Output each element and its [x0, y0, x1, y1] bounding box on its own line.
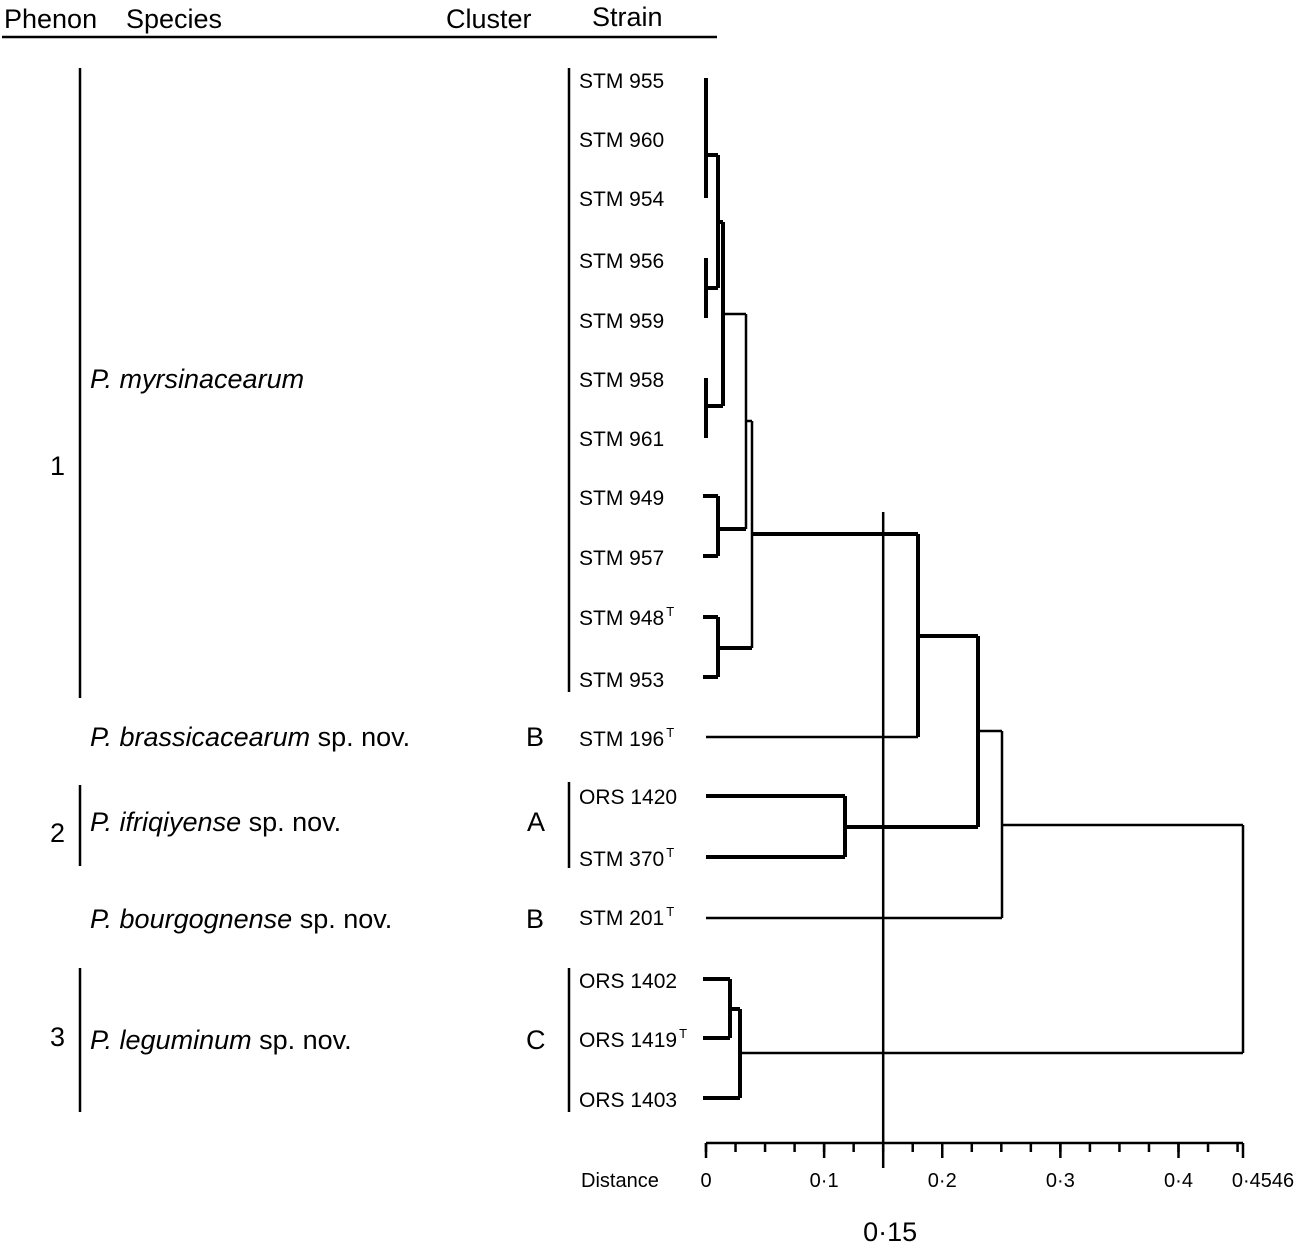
cluster-label: B — [526, 904, 544, 934]
strain-name: ORS 1402 — [579, 970, 677, 993]
strain-label: STM 958 — [579, 369, 664, 392]
strain-label: STM 956 — [579, 250, 664, 273]
strain-name: STM 196 — [579, 728, 664, 751]
strain-label: STM 961 — [579, 428, 664, 451]
species-bourgognense: P. bourgognense sp. nov. — [90, 904, 392, 934]
axis-label: Distance — [581, 1170, 659, 1192]
axis-tick-label: 0·1 — [810, 1170, 839, 1192]
strain-name: ORS 1403 — [579, 1089, 677, 1112]
header-phenon: Phenon — [4, 4, 97, 34]
header-species: Species — [126, 4, 222, 34]
species-suffix: sp. nov. — [241, 807, 341, 837]
axis-tick-label: 0·4 — [1164, 1170, 1193, 1192]
strain-name: STM 201 — [579, 907, 664, 930]
axis-tick-label: 0 — [700, 1170, 711, 1192]
strain-label: STM 960 — [579, 129, 664, 152]
strain-name: ORS 1420 — [579, 786, 677, 809]
type-strain-marker: T — [666, 725, 674, 740]
strain-label: STM 954 — [579, 188, 665, 211]
phenon-3-label: 3 — [50, 1022, 65, 1052]
header-strain: Strain — [592, 2, 663, 32]
strain-name: STM 953 — [579, 669, 664, 692]
header-cluster: Cluster — [446, 4, 532, 34]
species-name: P. bourgognense — [90, 904, 292, 934]
phenon-1-label: 1 — [50, 451, 65, 481]
strain-label: STM 957 — [579, 547, 664, 570]
cutoff-label: 0·15 — [863, 1217, 917, 1246]
dendrogram-tree — [703, 78, 1245, 1100]
type-strain-marker: T — [666, 904, 674, 919]
strain-label: ORS 1402 — [579, 970, 677, 993]
strain-name: STM 949 — [579, 487, 664, 510]
strain-label: STM 201 T — [579, 904, 674, 930]
phenon-2-label: 2 — [50, 818, 65, 848]
species-suffix: sp. nov. — [292, 904, 392, 934]
strain-name: STM 959 — [579, 310, 664, 333]
strain-label: STM 948 T — [579, 604, 674, 630]
axis-tick-label: 0·4546 — [1232, 1170, 1294, 1192]
strain-name: STM 958 — [579, 369, 664, 392]
species-name: P. brassicacearum — [90, 722, 310, 752]
strain-name: STM 960 — [579, 129, 664, 152]
species-name: P. myrsinacearum — [90, 364, 304, 394]
type-strain-marker: T — [666, 845, 674, 860]
strain-label: STM 370 T — [579, 845, 674, 871]
cluster-label: C — [526, 1025, 546, 1055]
strain-name: STM 955 — [579, 70, 664, 93]
species-leguminum: P. leguminum sp. nov. — [90, 1025, 352, 1055]
strain-label: ORS 1420 — [579, 786, 677, 809]
strain-label: ORS 1403 — [579, 1089, 677, 1112]
strain-label: STM 953 — [579, 669, 664, 692]
species-ifriqiyense: P. ifriqiyense sp. nov. — [90, 807, 341, 837]
strain-name: STM 956 — [579, 250, 664, 273]
strain-labels: STM 955 STM 960 STM 954 STM 956 STM 959 STM 9… — [579, 70, 687, 1112]
axis-tick-label: 0·2 — [928, 1170, 957, 1192]
strain-label: STM 955 — [579, 70, 664, 93]
distance-axis: 0 0·1 0·2 0·3 0·4 0·4546 — [700, 1141, 1294, 1192]
strain-name: STM 961 — [579, 428, 664, 451]
species-name: P. ifriqiyense — [90, 807, 241, 837]
strain-label: STM 196 T — [579, 725, 674, 751]
type-strain-marker: T — [666, 604, 674, 619]
type-strain-marker: T — [679, 1026, 687, 1041]
strain-name: STM 957 — [579, 547, 664, 570]
strain-name: STM 948 — [579, 607, 664, 630]
species-name: P. leguminum — [90, 1025, 252, 1055]
species-myrsinacearum: P. myrsinacearum — [90, 364, 304, 394]
axis-tick-label: 0·3 — [1046, 1170, 1075, 1192]
cluster-label: B — [526, 722, 544, 752]
species-brassicacearum: P. brassicacearum sp. nov. — [90, 722, 410, 752]
strain-label: STM 949 — [579, 487, 664, 510]
species-suffix: sp. nov. — [252, 1025, 352, 1055]
strain-label: STM 959 — [579, 310, 664, 333]
strain-name: ORS 1419 — [579, 1029, 677, 1052]
strain-name: STM 370 — [579, 848, 664, 871]
strain-label: ORS 1419 T — [579, 1026, 687, 1052]
strain-name: STM 954 — [579, 188, 665, 211]
species-suffix: sp. nov. — [310, 722, 410, 752]
cluster-label: A — [527, 807, 545, 837]
